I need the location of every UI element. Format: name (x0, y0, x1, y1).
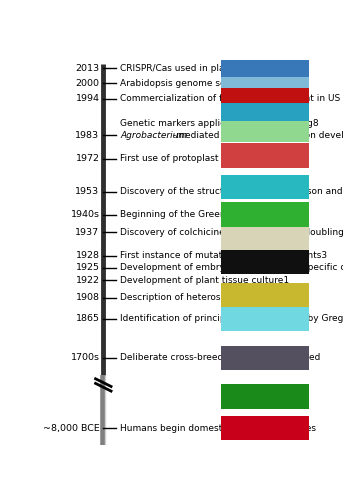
Text: 1972: 1972 (75, 154, 99, 163)
Text: Discovery of the structure of DNA by Watson and Crick5: Discovery of the structure of DNA by Wat… (120, 187, 343, 196)
Text: Arabidopsis genome sequenced: Arabidopsis genome sequenced (120, 78, 265, 88)
Text: Development of embryo rescue for interspecific crossing2: Development of embryo rescue for intersp… (120, 264, 343, 272)
Text: First instance of mutation breeding in plants3: First instance of mutation breeding in p… (120, 251, 328, 260)
Text: Beginning of the Green Revolution: Beginning of the Green Revolution (120, 210, 277, 220)
Text: 2000: 2000 (75, 78, 99, 88)
Text: Development of plant tissue culture1: Development of plant tissue culture1 (120, 276, 289, 284)
Text: 1922: 1922 (75, 276, 99, 284)
Text: Commercialization of first transgenic plant in US: Commercialization of first transgenic pl… (120, 94, 341, 103)
Bar (221, 143, 309, 168)
Text: 1908: 1908 (75, 294, 99, 302)
Bar (221, 306, 309, 331)
Text: 2013: 2013 (75, 64, 99, 73)
Text: 1937: 1937 (75, 228, 99, 237)
Text: 1700s: 1700s (70, 354, 99, 362)
Text: 1994: 1994 (75, 94, 99, 103)
Text: CRISPR/Cas used in plants: CRISPR/Cas used in plants (120, 64, 239, 73)
Bar (221, 250, 309, 274)
Bar (221, 346, 309, 370)
Bar (221, 96, 309, 121)
Bar (221, 282, 309, 307)
Bar (221, 52, 309, 77)
Bar (221, 384, 309, 409)
Bar (221, 78, 309, 103)
Text: 1865: 1865 (75, 314, 99, 323)
Bar (221, 416, 309, 440)
Bar (221, 174, 309, 200)
Text: Agrobacterium: Agrobacterium (120, 131, 188, 140)
Text: Discovery of colchicine for chromosome doubling4: Discovery of colchicine for chromosome d… (120, 228, 343, 237)
Text: First use of protoplast fusion in plants6: First use of protoplast fusion in plants… (120, 154, 297, 163)
Text: 1940s: 1940s (70, 210, 99, 220)
Text: ~8,000 BCE: ~8,000 BCE (43, 424, 99, 432)
Bar (221, 226, 309, 250)
Text: Description of heterosis in corn: Description of heterosis in corn (120, 294, 262, 302)
Text: Humans begin domesticating plant species: Humans begin domesticating plant species (120, 424, 316, 432)
Text: 1925: 1925 (75, 264, 99, 272)
Bar (221, 63, 309, 88)
Text: Genetic markers applied to plant breeding8: Genetic markers applied to plant breedin… (120, 118, 319, 128)
Text: 1983: 1983 (75, 131, 99, 140)
Text: Deliberate cross-breeding of plants initiated: Deliberate cross-breeding of plants init… (120, 354, 321, 362)
Bar (221, 117, 309, 141)
Text: -mediated plant transformation developed7: -mediated plant transformation developed… (173, 131, 343, 140)
Bar (221, 202, 309, 227)
Text: 1953: 1953 (75, 187, 99, 196)
Text: 1928: 1928 (75, 251, 99, 260)
Text: Identification of principles of inheritance by Gregor Mendel: Identification of principles of inherita… (120, 314, 343, 323)
